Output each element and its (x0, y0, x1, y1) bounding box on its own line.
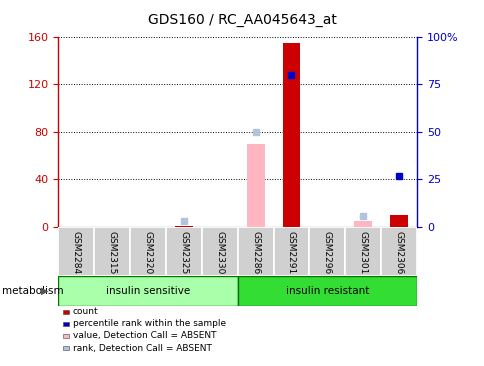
Text: GSM2315: GSM2315 (107, 231, 116, 274)
Bar (237, 276, 416, 306)
Text: ▶: ▶ (41, 286, 48, 296)
Text: value, Detection Call = ABSENT: value, Detection Call = ABSENT (73, 332, 216, 340)
Bar (63, 346, 69, 350)
Text: GSM2291: GSM2291 (287, 231, 295, 274)
Text: GSM2284: GSM2284 (72, 231, 80, 274)
Bar (353, 221, 372, 227)
Text: insulin sensitive: insulin sensitive (106, 286, 190, 296)
Bar (309, 227, 345, 276)
Bar (58, 227, 94, 276)
Bar (201, 227, 237, 276)
Bar (345, 227, 380, 276)
Bar (166, 227, 201, 276)
Bar (389, 215, 408, 227)
Bar (94, 227, 130, 276)
Bar (246, 143, 264, 227)
Text: GSM2301: GSM2301 (358, 231, 367, 274)
Bar (63, 334, 69, 338)
Text: GDS160 / RC_AA045643_at: GDS160 / RC_AA045643_at (148, 13, 336, 27)
Bar (130, 227, 166, 276)
Bar (282, 42, 300, 227)
Text: GSM2286: GSM2286 (251, 231, 259, 274)
Bar (273, 227, 309, 276)
Text: GSM2325: GSM2325 (179, 231, 188, 274)
Text: metabolism: metabolism (2, 286, 64, 296)
Bar (63, 322, 69, 326)
Text: GSM2330: GSM2330 (215, 231, 224, 274)
Bar (237, 227, 273, 276)
Bar (63, 310, 69, 314)
Text: count: count (73, 307, 98, 316)
Text: GSM2320: GSM2320 (143, 231, 152, 274)
Text: rank, Detection Call = ABSENT: rank, Detection Call = ABSENT (73, 344, 211, 352)
Text: insulin resistant: insulin resistant (285, 286, 368, 296)
Bar (174, 226, 192, 227)
Bar (380, 227, 416, 276)
Text: percentile rank within the sample: percentile rank within the sample (73, 320, 226, 328)
Text: GSM2306: GSM2306 (394, 231, 403, 274)
Text: GSM2296: GSM2296 (322, 231, 331, 274)
Bar (58, 276, 237, 306)
